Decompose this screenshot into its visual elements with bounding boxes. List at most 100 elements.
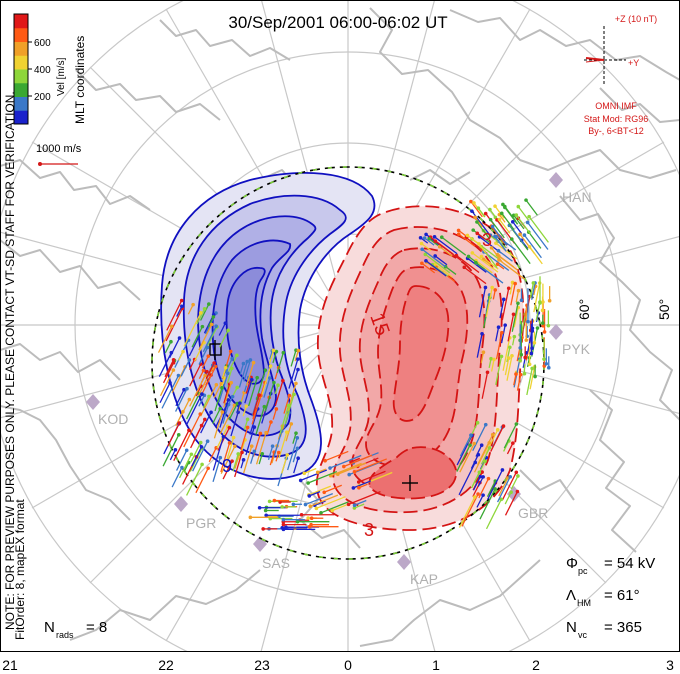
velocity-vector <box>461 493 479 527</box>
velocity-vector <box>307 470 338 484</box>
velocity-vector <box>445 266 457 275</box>
velocity-vector-origin <box>230 394 235 399</box>
velocity-vector <box>528 216 549 243</box>
velocity-vector <box>515 290 520 303</box>
velocity-vector-origin <box>258 431 263 436</box>
map-title: 30/Sep/2001 06:00-06:02 UT <box>228 13 447 32</box>
velocity-vector-origin <box>540 308 545 313</box>
velocity-vector-origin <box>468 443 472 447</box>
velocity-vector <box>456 255 480 274</box>
velocity-vector <box>269 452 275 466</box>
velocity-vector-origin <box>420 261 424 266</box>
velocity-vector <box>276 352 284 374</box>
velocity-vector-origin <box>526 319 530 324</box>
velocity-vector-origin <box>497 217 502 222</box>
velocity-vector-origin <box>516 288 521 293</box>
mlt-tick-label: 22 <box>158 657 174 673</box>
velocity-vector-origin <box>508 345 512 350</box>
velocity-vector-origin <box>177 421 182 425</box>
velocity-vector <box>279 405 290 435</box>
velocity-vector <box>475 262 485 270</box>
velocity-vector <box>511 238 531 265</box>
colorbar-tick-label: 600 <box>34 38 51 49</box>
velocity-vector <box>458 496 476 528</box>
velocity-vector-origin <box>280 526 284 530</box>
velocity-vector-origin <box>351 486 356 490</box>
velocity-vector <box>286 383 297 415</box>
velocity-vector-origin <box>207 302 211 306</box>
velocity-vector-origin <box>473 215 477 220</box>
velocity-vector-origin <box>322 490 327 495</box>
velocity-vector-origin <box>514 470 519 475</box>
velocity-vector-origin <box>480 331 484 336</box>
velocity-vector-origin <box>295 357 300 361</box>
velocity-vector-origin <box>218 455 223 460</box>
velocity-vector <box>506 355 513 381</box>
velocity-vector-origin <box>546 323 551 328</box>
velocity-vector-origin <box>221 434 226 439</box>
velocity-vector <box>501 212 515 231</box>
velocity-vector <box>281 454 288 474</box>
velocity-vector <box>498 219 511 234</box>
velocity-vector <box>337 462 367 475</box>
velocity-vector-origin <box>530 366 534 371</box>
velocity-vector <box>434 240 462 262</box>
mlt-tick-label: 2 <box>532 657 540 673</box>
velocity-vector-origin <box>533 374 537 379</box>
velocity-vector-origin <box>274 407 279 411</box>
velocity-vector-origin <box>187 397 192 402</box>
velocity-vector <box>516 374 522 391</box>
velocity-vector <box>251 395 262 425</box>
velocity-vector-origin <box>456 228 461 233</box>
velocity-vector-origin <box>335 472 340 477</box>
velocity-vector <box>424 237 435 246</box>
velocity-vector-origin <box>506 356 511 360</box>
velocity-vector <box>164 341 172 354</box>
velocity-vector-origin <box>250 377 254 382</box>
velocity-vector <box>502 204 519 225</box>
velocity-vector <box>329 454 362 469</box>
velocity-vector-origin <box>261 527 265 531</box>
velocity-vector <box>343 454 373 468</box>
velocity-vector <box>478 243 487 254</box>
velocity-vector-origin <box>235 353 239 358</box>
velocity-vector <box>189 359 196 370</box>
velocity-vector <box>243 419 249 430</box>
velocity-vector <box>205 362 215 380</box>
velocity-vector <box>230 412 239 437</box>
velocity-vector <box>354 499 367 506</box>
velocity-vector <box>499 299 505 319</box>
velocity-vector-origin <box>490 432 495 437</box>
svg-text:= 8: = 8 <box>86 619 107 636</box>
velocity-vector <box>252 394 260 416</box>
velocity-vector-origin <box>187 428 191 433</box>
velocity-vector-origin <box>466 254 471 259</box>
velocity-vector-origin <box>296 367 300 372</box>
velocity-vector <box>500 324 506 344</box>
velocity-vector <box>496 476 511 503</box>
velocity-vector-origin <box>503 323 507 327</box>
velocity-vector-origin <box>233 444 237 449</box>
velocity-vector <box>288 358 299 389</box>
velocity-vector-origin <box>465 233 470 238</box>
velocity-vector <box>224 358 233 374</box>
velocity-vector <box>467 234 480 245</box>
velocity-vector-origin <box>519 298 524 303</box>
velocity-vector-origin <box>514 213 519 217</box>
velocity-vector <box>195 467 209 494</box>
velocity-vector <box>503 423 517 449</box>
velocity-vector <box>528 231 542 249</box>
velocity-vector <box>428 238 439 246</box>
velocity-vector-origin <box>471 228 476 232</box>
velocity-vector-origin <box>179 298 184 303</box>
colorbar-cell <box>14 14 28 29</box>
velocity-vector-origin <box>352 506 357 510</box>
velocity-vector-origin <box>424 258 428 263</box>
velocity-vector <box>494 205 505 219</box>
velocity-vector <box>293 369 299 381</box>
velocity-vector <box>456 444 471 472</box>
velocity-vector-origin <box>291 502 296 507</box>
svg-text:pc: pc <box>578 566 588 576</box>
velocity-vector-origin <box>244 404 249 408</box>
velocity-vector-origin <box>306 481 310 485</box>
